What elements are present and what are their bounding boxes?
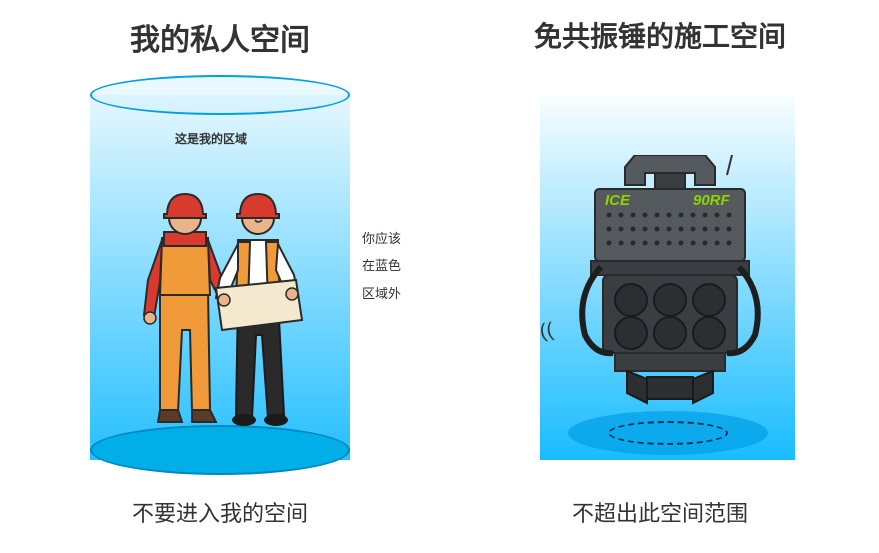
side-note-line: 在蓝色 bbox=[362, 252, 401, 279]
right-caption: 不超出此空间范围 bbox=[440, 496, 879, 528]
machine-brand-left: ICE bbox=[605, 192, 631, 209]
side-note-line: 你应该 bbox=[362, 225, 401, 252]
left-caption: 不要进入我的空间 bbox=[0, 496, 440, 528]
machine-brand-right: 90RF bbox=[693, 192, 731, 209]
left-panel: 我的私人空间 这是我的区域 你应该 在蓝色 区域外 bbox=[0, 0, 440, 553]
left-title: 我的私人空间 bbox=[0, 15, 440, 59]
right-panel: 免共振锤的施工空间 (( ICE 90RF bbox=[440, 0, 879, 553]
speech-bubble-text: 这是我的区域 bbox=[175, 130, 247, 147]
right-title: 免共振锤的施工空间 bbox=[440, 15, 879, 55]
construction-workers-icon bbox=[120, 160, 330, 440]
side-note-line: 区域外 bbox=[362, 280, 401, 307]
side-note: 你应该 在蓝色 区域外 bbox=[362, 225, 401, 307]
vibratory-hammer-icon: ICE 90RF bbox=[565, 155, 775, 425]
cylinder-top-ellipse bbox=[90, 75, 350, 115]
worker-b bbox=[216, 194, 302, 426]
